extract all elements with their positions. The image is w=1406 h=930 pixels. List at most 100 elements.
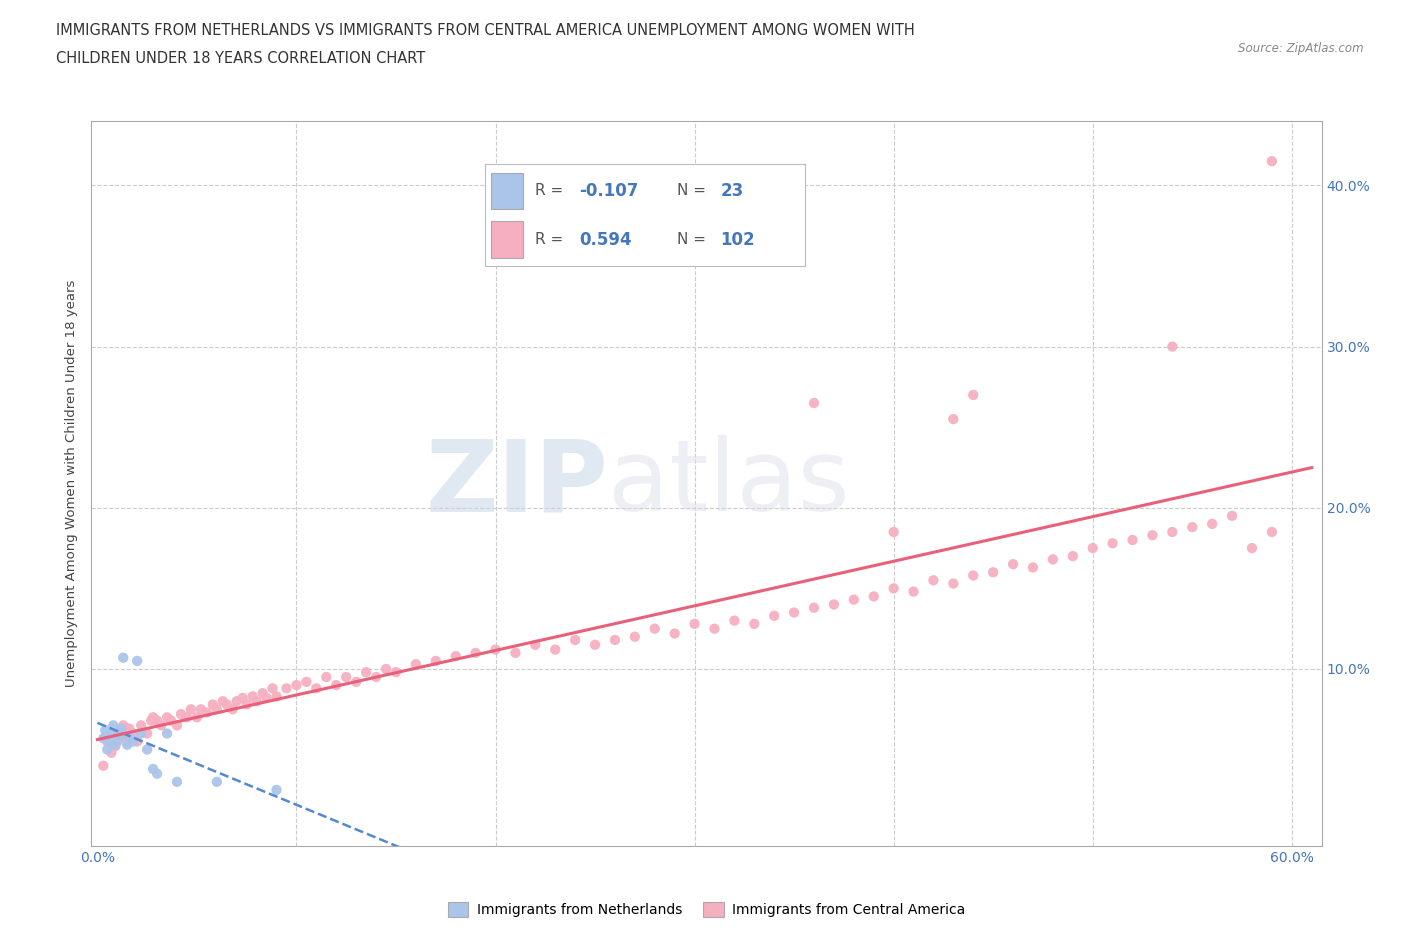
Point [723,613,745,628]
Bar [492,173,523,209]
Text: N =: N = [678,183,706,198]
Point [305,681,328,696]
Text: atlas: atlas [607,435,849,532]
Point [1261,525,1284,539]
Point [235,697,257,711]
Point [664,626,686,641]
Point [683,617,706,631]
Point [262,681,284,696]
Point [942,412,965,427]
Point [215,697,238,711]
Point [544,643,567,658]
Point [118,729,141,744]
Point [276,681,298,696]
Point [564,632,586,647]
Legend: Immigrants from Netherlands, Immigrants from Central America: Immigrants from Netherlands, Immigrants … [441,897,972,923]
Point [146,713,169,728]
Point [842,592,865,607]
Point [385,665,408,680]
Point [136,726,159,741]
Point [115,737,138,752]
Point [139,713,162,728]
Point [170,707,193,722]
Point [110,729,132,744]
Point [942,576,965,591]
Point [742,617,765,631]
Point [295,674,318,689]
Point [127,734,149,749]
Point [1181,520,1204,535]
Text: 0.594: 0.594 [579,231,633,248]
Point [205,775,228,790]
Point [127,654,149,669]
Point [335,670,357,684]
Point [190,702,212,717]
Point [211,694,233,709]
Point [624,630,647,644]
Point [375,661,398,676]
Point [823,597,845,612]
Text: R =: R = [534,232,562,247]
Point [505,645,527,660]
Point [644,621,666,636]
Point [105,726,128,741]
Point [129,718,152,733]
Point [98,734,121,749]
Point [222,702,245,717]
Point [583,637,606,652]
Point [122,726,145,741]
Point [862,589,884,604]
Point [112,650,135,665]
Point [315,670,337,684]
Bar [492,221,523,258]
Text: CHILDREN UNDER 18 YEARS CORRELATION CHART: CHILDREN UNDER 18 YEARS CORRELATION CHAR… [56,51,426,66]
Point [1142,527,1164,542]
Point [195,705,218,720]
Point [91,731,114,746]
Point [105,734,128,749]
Point [100,726,122,741]
Text: 102: 102 [720,231,755,248]
Point [166,775,188,790]
Point [186,710,208,724]
Point [94,723,117,737]
Point [150,718,173,733]
Point [225,694,247,709]
Point [603,632,626,647]
Point [122,734,145,749]
Point [146,766,169,781]
Point [1161,525,1184,539]
Point [1201,516,1223,531]
Point [115,734,138,749]
Point [108,729,131,744]
Point [136,742,159,757]
Point [325,678,347,693]
Text: IMMIGRANTS FROM NETHERLANDS VS IMMIGRANTS FROM CENTRAL AMERICA UNEMPLOYMENT AMON: IMMIGRANTS FROM NETHERLANDS VS IMMIGRANT… [56,23,915,38]
Point [1240,540,1263,555]
Point [205,702,228,717]
Point [166,718,188,733]
Text: ZIP: ZIP [425,435,607,532]
Point [524,637,547,652]
Point [484,643,506,658]
Point [405,657,427,671]
Point [156,726,179,741]
Text: N =: N = [678,232,706,247]
Point [981,565,1004,579]
Point [903,584,925,599]
Point [1081,540,1104,555]
Point [176,710,198,724]
Point [883,525,905,539]
Point [783,605,806,620]
Point [1062,549,1084,564]
Point [1161,339,1184,354]
Point [922,573,945,588]
Point [118,721,141,736]
Point [142,710,165,724]
Point [354,665,377,680]
Y-axis label: Unemployment Among Women with Children Under 18 years: Unemployment Among Women with Children U… [65,280,79,687]
Point [201,697,224,711]
Point [246,694,269,709]
Point [425,654,447,669]
Point [1101,536,1123,551]
